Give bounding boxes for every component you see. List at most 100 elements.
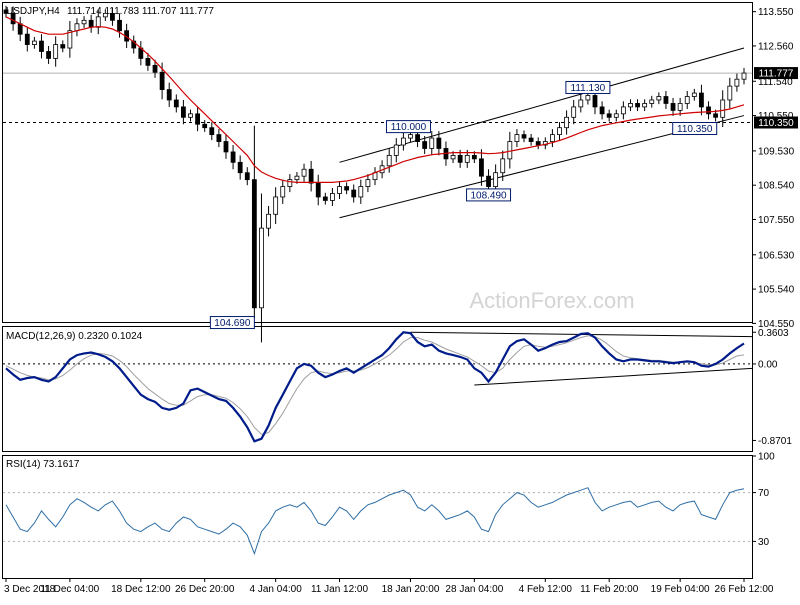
candle-body xyxy=(280,186,286,198)
candle-body xyxy=(393,144,399,156)
candle-body xyxy=(273,196,279,215)
annotation-110000-text: 110.000 xyxy=(391,122,427,133)
annotation-110350: 110.350 xyxy=(672,121,718,135)
candle-body xyxy=(514,134,520,142)
annotation-104690-text: 104.690 xyxy=(214,318,251,329)
candle-body xyxy=(656,96,662,101)
candle-body xyxy=(315,182,321,198)
macd-y-axis: 0.3603 0.00 -0.8701 xyxy=(752,328,792,447)
candle-body xyxy=(620,106,626,115)
price-title: USDJPY,H4 xyxy=(6,6,60,17)
candle-body xyxy=(152,64,158,73)
x-tick-label: 4 Feb 12:00 xyxy=(519,584,573,595)
current-price-tag-box xyxy=(754,67,798,80)
candle-body xyxy=(507,141,513,160)
candle-body xyxy=(535,141,541,146)
x-tick-label: 26 Dec 20:00 xyxy=(175,584,235,595)
price-y-tick-label: 107.550 xyxy=(758,215,795,226)
candle-body xyxy=(81,19,87,25)
price-y-tick-label: 113.550 xyxy=(758,7,794,18)
candle-body xyxy=(330,193,335,201)
x-tick-label: 3 Dec 2018 xyxy=(4,584,56,595)
candle-body xyxy=(479,158,484,177)
annotation-104690: 104.690 xyxy=(209,316,255,330)
candle-body xyxy=(259,227,264,309)
x-tick-label: 28 Jan 04:00 xyxy=(445,584,503,595)
candle-body xyxy=(628,103,633,108)
price-y-tick-label: 108.540 xyxy=(758,181,795,192)
candle-body xyxy=(486,175,491,187)
rsi-y-tick-label: 70 xyxy=(758,488,770,499)
candle-body xyxy=(337,186,342,194)
candle-body xyxy=(39,40,44,52)
candle-body xyxy=(649,99,655,104)
candle-body xyxy=(301,168,307,177)
candle-body xyxy=(223,141,229,153)
candle-body xyxy=(691,92,697,97)
candle-body xyxy=(166,89,172,101)
rsi-title: RSI(14) 73.1617 xyxy=(6,459,80,470)
candle-body xyxy=(365,179,371,187)
price-y-tick-label: 111.540 xyxy=(758,77,793,88)
candle-body xyxy=(287,179,293,187)
annotation-108490-text: 108.490 xyxy=(470,190,507,201)
x-tick-label: 11 Dec 04:00 xyxy=(40,584,99,595)
candle-body xyxy=(699,92,704,108)
candle-body xyxy=(720,99,726,118)
candle-body xyxy=(606,113,612,118)
price-panel-frame xyxy=(2,2,753,323)
candle-body xyxy=(670,103,676,111)
candle-body xyxy=(415,134,420,142)
annotation-108490: 108.490 xyxy=(466,188,512,202)
candle-body xyxy=(457,154,463,163)
candle-body xyxy=(550,134,555,142)
annotation-110350-box xyxy=(672,121,718,135)
candle-body xyxy=(663,96,669,104)
candle-body xyxy=(244,172,250,181)
annotation-111130: 111.130 xyxy=(565,80,611,94)
candle-body xyxy=(599,106,605,115)
candle-body xyxy=(173,99,179,108)
candle-body xyxy=(642,103,648,108)
price-y-tick-label: 105.540 xyxy=(758,285,795,296)
candle-body xyxy=(578,99,584,108)
price-ohlc: 111.714 111.783 111.707 111.777 xyxy=(67,6,214,17)
macd-y-tick-label: -0.8701 xyxy=(758,436,792,447)
macd-y-tick-label: 0.00 xyxy=(758,359,778,370)
annotation-108490-box xyxy=(466,188,512,202)
candle-body xyxy=(159,71,165,90)
candle-body xyxy=(294,175,300,181)
macd-panel-frame xyxy=(2,326,753,452)
annotation-111130-box xyxy=(565,80,611,94)
candle-body xyxy=(677,103,683,111)
price-y-tick-label: 112.560 xyxy=(758,41,794,52)
candle-body xyxy=(564,116,569,129)
rsi-line xyxy=(5,487,745,556)
candle-body xyxy=(635,103,640,108)
price-y-tick-label: 106.530 xyxy=(758,250,795,261)
candle-body xyxy=(31,40,37,45)
candle-body xyxy=(308,168,314,184)
candle-body xyxy=(528,137,534,142)
candle-body xyxy=(585,95,591,101)
candle-body xyxy=(88,19,94,28)
level-price-tag: 110.350 xyxy=(754,116,798,129)
candle-body xyxy=(216,134,222,142)
candle-body xyxy=(557,127,562,136)
candle-body xyxy=(95,16,101,28)
channel-upper-line xyxy=(339,47,745,163)
candle-body xyxy=(344,186,350,191)
candle-body xyxy=(67,30,73,49)
x-tick-label: 11 Feb 20:00 xyxy=(580,584,639,595)
candle-body xyxy=(46,51,51,59)
candle-body xyxy=(706,106,711,115)
candle-body xyxy=(209,127,215,136)
annotation-110000-box xyxy=(385,120,431,134)
candle-body xyxy=(422,141,428,149)
candle-body xyxy=(266,213,271,229)
x-tick-label: 11 Jan 12:00 xyxy=(311,584,369,595)
candle-body xyxy=(24,33,30,45)
candle-body xyxy=(613,113,619,118)
candle-body xyxy=(322,196,328,201)
x-tick-label: 4 Jan 04:00 xyxy=(250,584,303,595)
